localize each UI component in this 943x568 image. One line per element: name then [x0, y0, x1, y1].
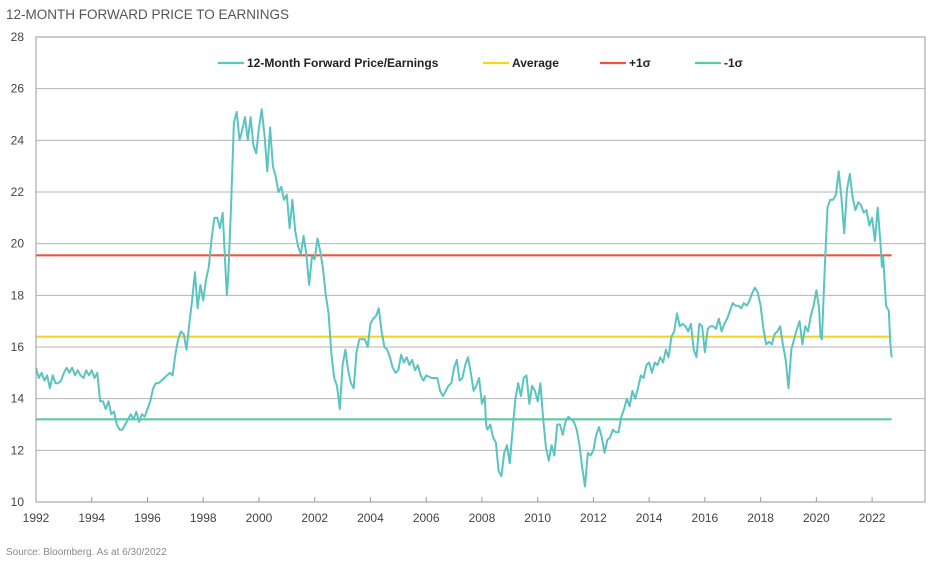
- y-tick-label: 16: [11, 340, 25, 354]
- legend-label: -1σ: [724, 56, 743, 70]
- x-tick-label: 2010: [524, 511, 551, 525]
- pe-series-line: [35, 108, 893, 488]
- series-lines: [35, 108, 893, 488]
- y-tick-label: 26: [11, 82, 25, 96]
- legend: 12-Month Forward Price/Earnings Average +1…: [218, 56, 743, 70]
- y-tick-label: 22: [11, 185, 25, 199]
- x-tick-label: 2004: [357, 511, 384, 525]
- legend-label: 12-Month Forward Price/Earnings: [247, 56, 439, 70]
- y-tick-label: 24: [11, 133, 25, 147]
- plot-frame: [35, 36, 926, 503]
- source-note: Source: Bloomberg. As at 6/30/2022: [6, 547, 167, 558]
- x-tick-label: 2020: [803, 511, 830, 525]
- legend-label: Average: [512, 56, 559, 70]
- x-tick-label: 2008: [469, 511, 496, 525]
- chart-title: 12-MONTH FORWARD PRICE TO EARNINGS: [6, 7, 290, 22]
- x-tick-label: 2012: [580, 511, 607, 525]
- y-tick-label: 10: [11, 495, 25, 509]
- reference-lines: [36, 254, 892, 421]
- y-tick-label: 28: [11, 30, 25, 44]
- y-axis-ticks: 10 12 14 16 18 20 22 24 26 28: [11, 30, 25, 509]
- y-tick-label: 20: [11, 237, 25, 251]
- x-tick-label: 2014: [636, 511, 663, 525]
- y-tick-label: 14: [11, 392, 25, 406]
- y-tick-label: 18: [11, 288, 25, 302]
- x-tick-label: 1992: [23, 511, 50, 525]
- x-tick-label: 2018: [747, 511, 774, 525]
- x-tick-label: 1994: [78, 511, 105, 525]
- x-tick-label: 2000: [246, 511, 273, 525]
- y-tick-label: 12: [11, 443, 25, 457]
- x-tick-label: 1998: [190, 511, 217, 525]
- x-axis-ticks: 1992 1994 1996 1998 2000 2002 2004 2006 2008 2010…: [23, 497, 886, 525]
- x-tick-label: 2006: [413, 511, 440, 525]
- x-tick-label: 2016: [692, 511, 719, 525]
- legend-label: +1σ: [629, 56, 651, 70]
- x-tick-label: 2002: [301, 511, 328, 525]
- x-tick-label: 1996: [134, 511, 161, 525]
- x-tick-label: 2022: [859, 511, 886, 525]
